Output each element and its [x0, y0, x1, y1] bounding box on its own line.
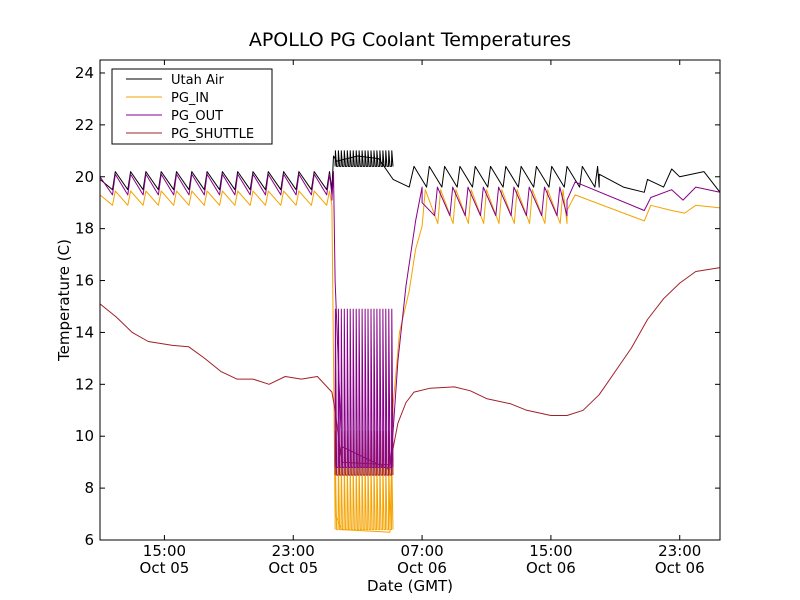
- x-tick-label-date: Oct 05: [268, 559, 318, 577]
- y-tick-label: 20: [75, 168, 94, 186]
- x-tick-label-time: 23:00: [272, 542, 315, 560]
- y-axis-label: Temperature (C): [55, 239, 73, 362]
- x-tick-label-date: Oct 06: [655, 559, 705, 577]
- chart-title: APOLLO PG Coolant Temperatures: [249, 29, 571, 51]
- x-tick-label-time: 07:00: [400, 542, 443, 560]
- y-tick-label: 14: [75, 323, 94, 341]
- x-tick-label-time: 15:00: [143, 542, 186, 560]
- plot-frame: [99, 59, 721, 541]
- x-axis-label: Date (GMT): [367, 577, 453, 595]
- spike-band-utah-air: [334, 150, 394, 167]
- plot-area: [99, 150, 721, 533]
- y-tick-label: 18: [75, 220, 94, 238]
- y-tick-label: 16: [75, 272, 94, 290]
- series-line-pg-shuttle: [99, 267, 721, 466]
- y-tick-label: 10: [75, 427, 94, 445]
- legend-label-utah-air: Utah Air: [171, 73, 224, 88]
- x-tick-label-date: Oct 06: [526, 559, 576, 577]
- legend-label-pg-out: PG_OUT: [171, 109, 223, 124]
- legend-box: [111, 68, 273, 145]
- y-tick-label: 8: [84, 479, 94, 497]
- series-line-pg-out: [99, 171, 721, 471]
- x-tick-label-date: Oct 05: [140, 559, 190, 577]
- x-tick-label-date: Oct 06: [397, 559, 447, 577]
- x-tick-label-time: 15:00: [529, 542, 572, 560]
- legend: Utah Air PG_IN PG_OUT PG_SHUTTLE: [111, 68, 273, 145]
- legend-label-pg-in: PG_IN: [171, 91, 209, 106]
- y-tick-label: 12: [75, 375, 94, 393]
- series-line-pg-in: [99, 189, 721, 533]
- x-tick-label-time: 23:00: [658, 542, 701, 560]
- y-tick-label: 22: [75, 116, 94, 134]
- y-axis: 6 8 10 12 14 16 18 20 22 24: [75, 64, 720, 549]
- y-tick-label: 6: [84, 531, 94, 549]
- y-tick-label: 24: [75, 64, 94, 82]
- spike-band-pg-out: [334, 308, 394, 468]
- series-line-utah-air: [99, 155, 721, 193]
- legend-label-pg-shuttle: PG_SHUTTLE: [171, 127, 254, 142]
